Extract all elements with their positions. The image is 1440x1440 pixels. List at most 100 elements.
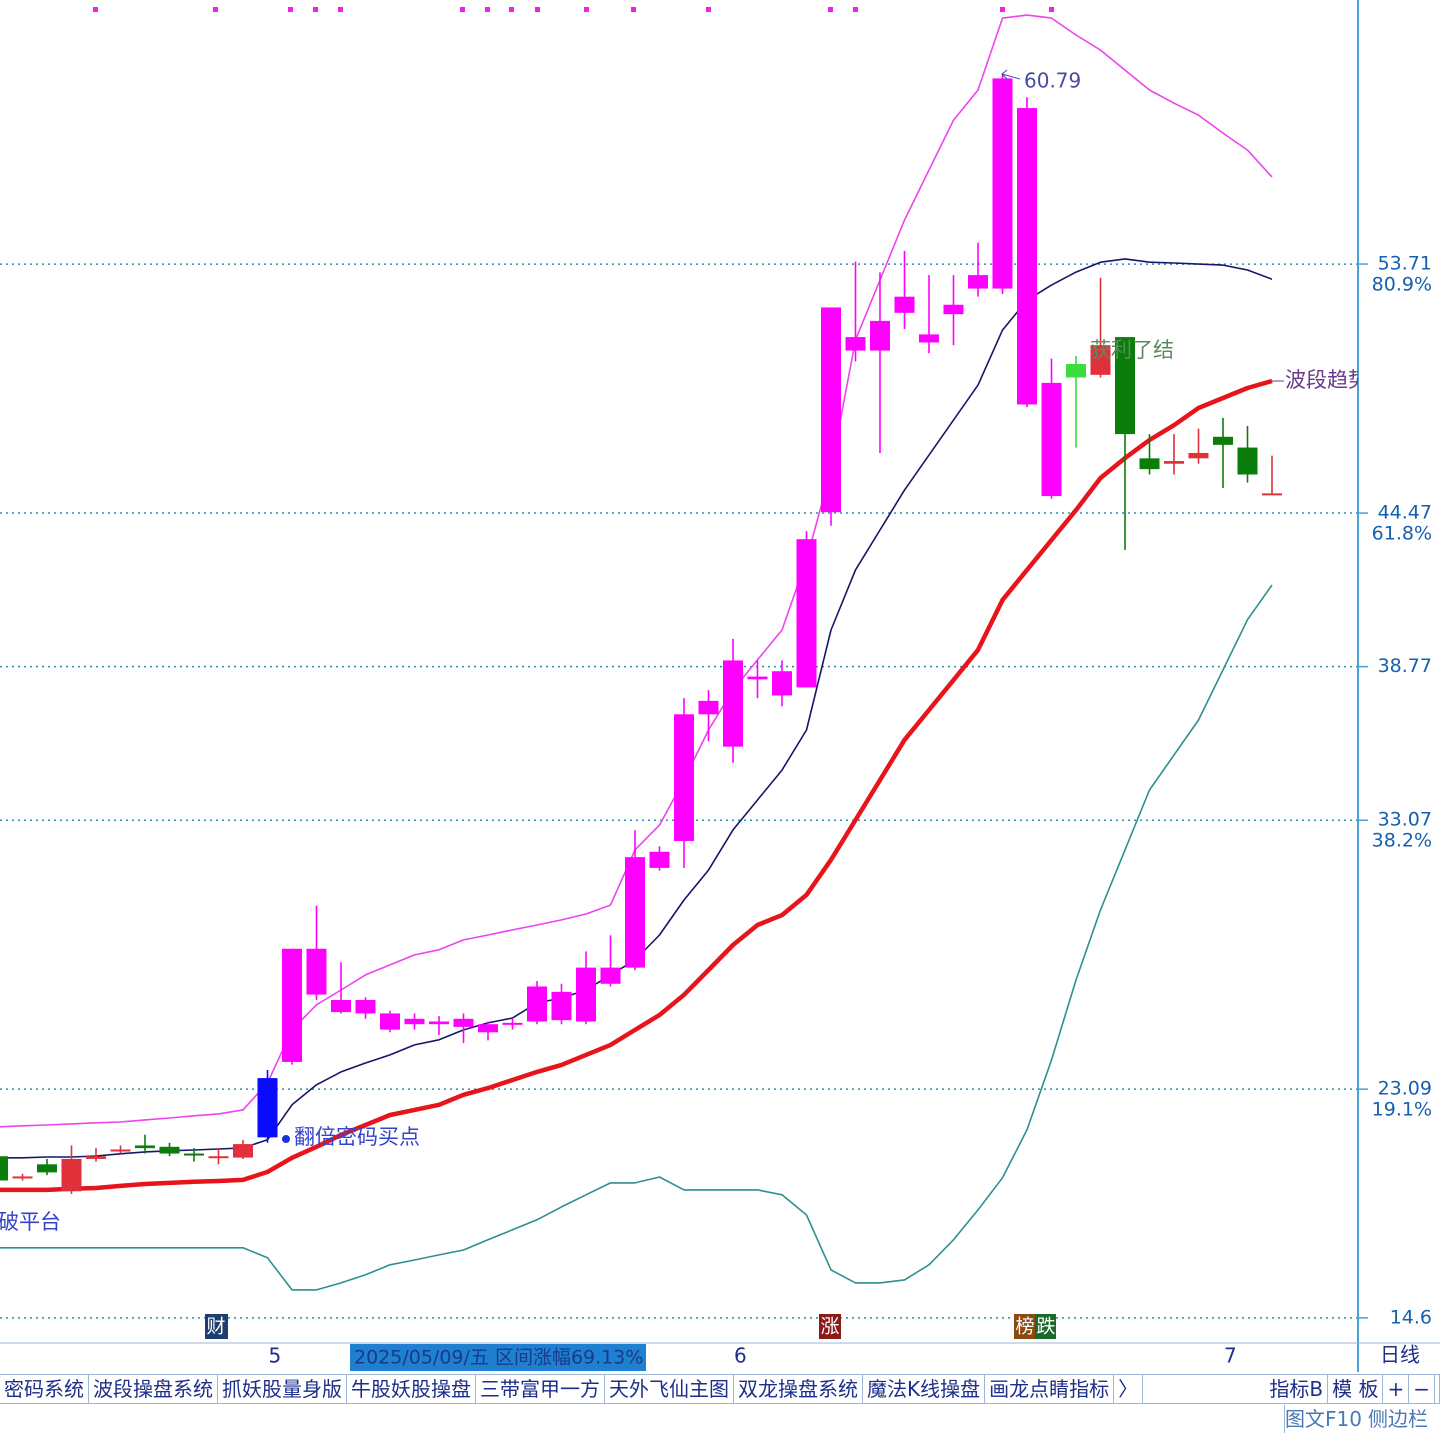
fib-label: 19.1% xyxy=(1372,1099,1432,1121)
indicator-line xyxy=(0,258,1273,1159)
status-box xyxy=(350,1344,646,1371)
candle-body xyxy=(919,334,939,343)
candle-body xyxy=(527,986,547,1022)
fib-label: 80.9% xyxy=(1372,274,1432,296)
signal-dot xyxy=(853,7,858,12)
annotation: 波段趋势 xyxy=(1285,368,1369,392)
x-tick-label: 7 xyxy=(1224,1344,1237,1368)
indicator-tab[interactable]: 密码系统 xyxy=(0,1375,89,1403)
arrow xyxy=(1001,69,1021,80)
indicator-tab[interactable]: 三带富甲一方 xyxy=(476,1375,605,1403)
candle-body xyxy=(625,857,645,968)
signal-dot xyxy=(213,7,218,12)
y-tick-label: 53.71 xyxy=(1378,253,1432,275)
candle-body xyxy=(1188,452,1209,459)
period[interactable]: 日线 xyxy=(1380,1343,1420,1367)
candle-body xyxy=(159,1146,180,1154)
candle-body xyxy=(1115,337,1135,435)
candle-body xyxy=(1237,447,1258,475)
indicator-tab[interactable]: 抓妖股量身版 xyxy=(218,1375,347,1403)
marker: 跌 xyxy=(1036,1316,1055,1338)
candle-body xyxy=(453,1018,474,1027)
candle-body xyxy=(894,296,915,313)
candle-body xyxy=(943,304,964,315)
y-tick-label: 23.09 xyxy=(1378,1078,1432,1100)
signal-dot xyxy=(1049,7,1054,12)
candle-body xyxy=(184,1153,204,1156)
candle-body xyxy=(233,1144,253,1158)
candle-body xyxy=(698,700,719,715)
signal-dot xyxy=(631,7,636,12)
annotation: 破平台 xyxy=(0,1210,61,1234)
y-tick-label: 14.6 xyxy=(1390,1306,1432,1328)
candle-body xyxy=(478,1024,498,1033)
status-text: 2025/05/09/五 区间涨幅69.13% xyxy=(354,1347,643,1369)
candle-body xyxy=(502,1022,523,1025)
marker-box xyxy=(1014,1314,1035,1339)
candle-body xyxy=(1041,382,1062,497)
candle-body xyxy=(747,676,768,680)
indicator-tab[interactable]: 天外飞仙主图 xyxy=(605,1375,734,1403)
tab-bar: 密码系统 波段操盘系统 抓妖股量身版 牛股妖股操盘 三带富甲一方 天外飞仙主图 双龙操盘系统… xyxy=(0,1374,1440,1404)
candle-body xyxy=(968,275,988,289)
candle-body xyxy=(429,1021,449,1025)
signal-dot xyxy=(338,7,343,12)
fib-label: 38.2% xyxy=(1372,830,1432,852)
indicator-tab[interactable]: 画龙点睛指标 xyxy=(985,1375,1115,1403)
tool-tab[interactable]: 模 板 xyxy=(1328,1375,1384,1403)
annotation: 翻倍密码买点 xyxy=(294,1125,420,1149)
indicator-tab[interactable]: 牛股妖股操盘 xyxy=(347,1375,476,1403)
candle-body xyxy=(796,539,817,688)
indicator-tab[interactable]: 魔法K线操盘 xyxy=(863,1375,986,1403)
candle-body xyxy=(86,1156,106,1159)
marker-box xyxy=(819,1314,841,1339)
candle-body xyxy=(208,1156,229,1159)
indicator-tab[interactable]: 双龙操盘系统 xyxy=(734,1375,863,1403)
candle-body xyxy=(37,1164,57,1173)
side-bar: 图文F10 侧边栏 xyxy=(1284,1405,1440,1433)
signal-dot xyxy=(535,7,540,12)
candle-body xyxy=(257,1078,278,1138)
candle-body xyxy=(1017,108,1037,405)
candle-body xyxy=(61,1158,82,1192)
candle-body xyxy=(380,1013,400,1030)
candle-body xyxy=(576,967,596,1022)
indicator-line xyxy=(0,378,1273,1193)
candle-body xyxy=(992,78,1013,289)
marker-box xyxy=(1035,1314,1056,1339)
signal-dot xyxy=(93,7,98,12)
candle-body xyxy=(551,991,572,1021)
indicator-tab[interactable]: 〉 xyxy=(1114,1375,1144,1403)
side-tab[interactable]: 侧边栏 xyxy=(1367,1407,1428,1431)
signal-dot xyxy=(313,7,318,12)
tool-tab[interactable]: − xyxy=(1409,1375,1435,1403)
candle-body xyxy=(404,1018,425,1025)
candle-body xyxy=(600,967,621,984)
marker: 财 xyxy=(206,1316,225,1338)
indicator-tab[interactable]: 波段操盘系统 xyxy=(89,1375,218,1403)
signal-dot xyxy=(828,7,833,12)
candle-body xyxy=(282,948,302,1062)
candle-body xyxy=(135,1145,155,1149)
candle-body xyxy=(1213,436,1233,445)
candle-body xyxy=(306,948,327,995)
x-tick-label: 5 xyxy=(269,1344,282,1368)
marker-box xyxy=(205,1314,228,1339)
y-tick-label: 33.07 xyxy=(1378,809,1432,831)
candle-body xyxy=(0,1156,8,1181)
tool-tab[interactable]: + xyxy=(1383,1375,1410,1403)
candle-body xyxy=(649,851,670,868)
x-tick-label: 6 xyxy=(734,1344,747,1368)
right-tabs: 指标B 模 板 + − xyxy=(1261,1375,1440,1403)
candle-body xyxy=(1139,458,1160,470)
side-tab[interactable]: 图文F10 xyxy=(1285,1407,1362,1431)
signal-dot xyxy=(509,7,514,12)
signal-dot xyxy=(288,7,293,12)
indicator-line xyxy=(0,584,1273,1291)
tool-tab[interactable]: 指标B xyxy=(1265,1375,1329,1403)
candle-body xyxy=(870,320,890,351)
signal-dot xyxy=(584,7,589,12)
signal-dot xyxy=(460,7,465,12)
signal-dot xyxy=(485,7,490,12)
